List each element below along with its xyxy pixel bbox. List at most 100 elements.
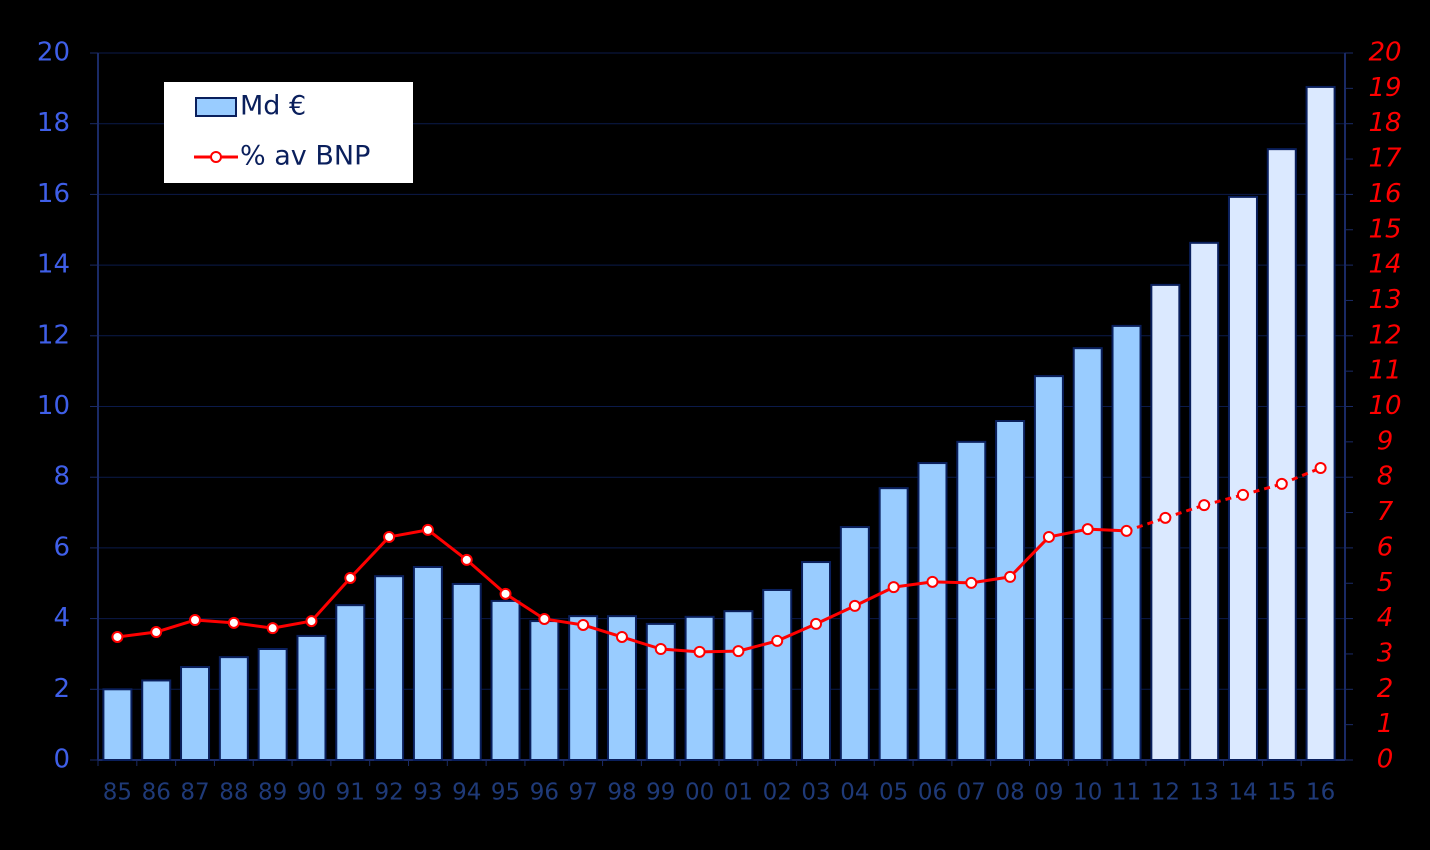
y-tick-label: 12	[37, 320, 70, 350]
line-segment	[426, 528, 468, 562]
bar	[1227, 195, 1258, 761]
y-tick-label: 6	[53, 532, 70, 562]
bar	[956, 440, 987, 761]
line-segment	[699, 649, 739, 654]
x-tick-label: 97	[569, 780, 598, 806]
line-segment	[504, 592, 546, 621]
line-segment	[621, 635, 662, 651]
line-segment	[388, 528, 429, 539]
line-segment	[233, 621, 273, 630]
line-point	[150, 626, 163, 639]
bar	[335, 604, 366, 761]
y2-tick-label: 8	[1377, 462, 1394, 492]
x-tick-label: 91	[336, 780, 365, 806]
line-segment	[776, 622, 817, 643]
x-tick-label: 10	[1073, 780, 1102, 806]
line-segment	[932, 580, 972, 585]
x-tick-label: 94	[452, 780, 481, 806]
x-tick-label: 86	[142, 780, 171, 806]
legend-label: % av BNP	[240, 141, 370, 172]
line-point	[1159, 511, 1172, 524]
x-tick-label: 00	[685, 780, 714, 806]
y2-tick-label: 18	[1368, 108, 1401, 138]
y2-tick-label: 4	[1377, 603, 1394, 633]
y2-tick-label: 19	[1368, 73, 1401, 103]
y-tick-label: 14	[37, 250, 70, 280]
y2-tick-label: 15	[1368, 214, 1401, 244]
line-point	[577, 618, 590, 631]
line-segment	[893, 580, 933, 589]
bar	[1033, 375, 1064, 761]
line-point	[1120, 524, 1133, 537]
line-segment	[1203, 493, 1244, 507]
bar	[451, 582, 482, 761]
x-tick-label: 15	[1267, 780, 1296, 806]
y2-tick-label: 6	[1377, 532, 1394, 562]
legend: Md € % av BNP	[164, 82, 413, 183]
line-point	[887, 581, 900, 594]
line-segment	[660, 647, 700, 654]
line-point	[1314, 462, 1327, 475]
bar	[257, 648, 288, 761]
x-tick-label: 89	[258, 780, 287, 806]
line-point	[383, 530, 396, 543]
bar	[568, 615, 599, 761]
line-point	[1236, 488, 1249, 501]
line-point	[421, 523, 434, 536]
y2-tick-label: 17	[1368, 144, 1402, 174]
y2-tick-label: 12	[1368, 320, 1401, 350]
x-tick-label: 96	[530, 780, 559, 806]
x-tick-label: 07	[957, 780, 986, 806]
line-segment	[582, 623, 623, 639]
line-segment	[1087, 527, 1127, 533]
x-tick-label: 02	[763, 780, 792, 806]
line-segment	[272, 619, 312, 630]
line-point	[499, 587, 512, 600]
y2-tick-label: 10	[1368, 391, 1401, 421]
line-point	[1042, 530, 1055, 543]
line-point	[227, 616, 240, 629]
bar	[684, 615, 715, 762]
y2-tick-label: 0	[1377, 745, 1394, 775]
y2-tick-label: 5	[1377, 568, 1394, 598]
line-segment	[1126, 516, 1166, 533]
x-tick-label: 93	[413, 780, 442, 806]
line-segment	[155, 618, 196, 634]
bar	[839, 526, 870, 762]
x-tick-label: 87	[180, 780, 209, 806]
line-segment	[544, 617, 584, 627]
bar	[1266, 148, 1297, 762]
y2-tick-label: 11	[1368, 356, 1401, 386]
line-segment	[194, 618, 234, 625]
line-point	[189, 614, 202, 627]
x-tick-label: 09	[1034, 780, 1063, 806]
y-tick-label: 20	[37, 38, 70, 68]
bar	[723, 610, 754, 762]
bar	[878, 487, 909, 761]
x-tick-label: 85	[103, 780, 132, 806]
bar	[141, 679, 172, 762]
y2-tick-label: 20	[1368, 38, 1401, 68]
y-tick-label: 4	[53, 603, 70, 633]
line-segment	[1164, 503, 1205, 520]
bar	[102, 688, 133, 761]
bar	[917, 462, 948, 761]
line-segment	[310, 576, 352, 623]
y-tick-label: 0	[53, 745, 70, 775]
bar	[1072, 347, 1103, 761]
y2-tick-label: 3	[1377, 638, 1394, 668]
line-segment	[117, 630, 157, 639]
bar	[529, 620, 560, 762]
bar	[1189, 241, 1220, 761]
bar	[1111, 324, 1142, 761]
line-point	[1198, 499, 1211, 512]
x-tick-label: 99	[646, 780, 675, 806]
line-segment	[815, 604, 856, 626]
bar	[374, 575, 405, 761]
y2-tick-label: 7	[1377, 497, 1394, 527]
bar	[180, 666, 211, 761]
line-point	[460, 553, 473, 566]
y2-tick-label: 2	[1377, 674, 1394, 704]
